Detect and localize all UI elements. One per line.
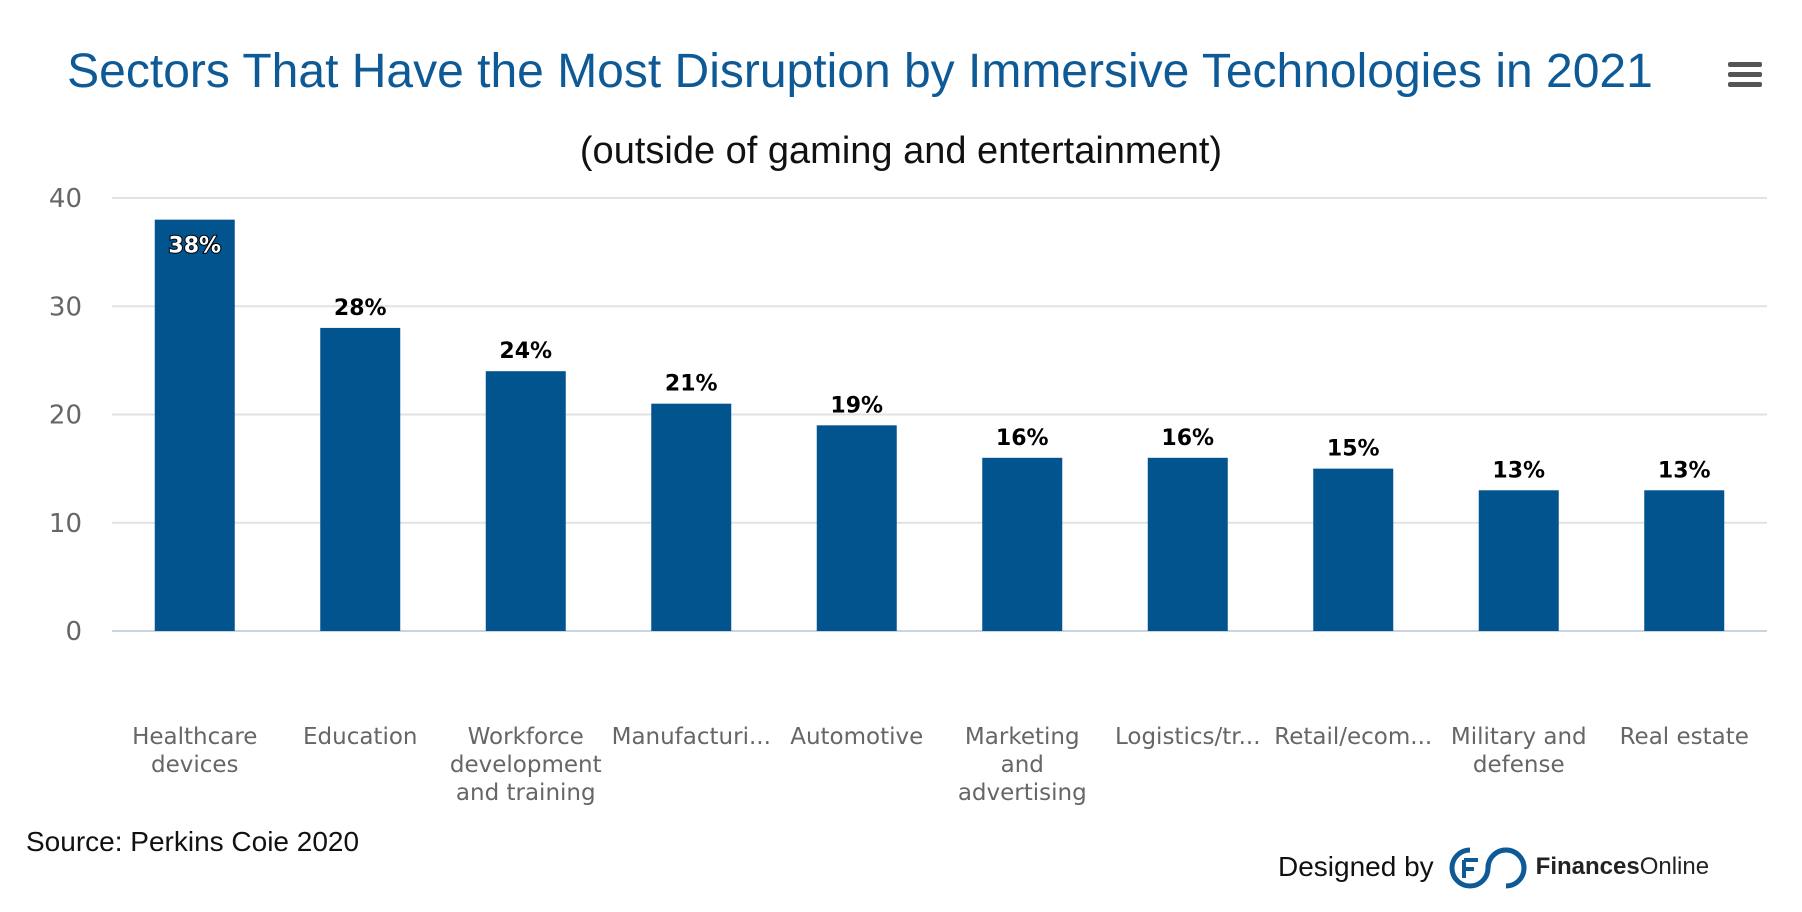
data-label: 13% <box>1658 458 1711 483</box>
bar <box>485 371 566 631</box>
bar <box>651 403 732 631</box>
x-category-label: Automotive <box>790 724 923 750</box>
hamburger-menu-icon[interactable] <box>1728 62 1762 90</box>
bar <box>982 457 1063 631</box>
bar <box>1313 468 1394 631</box>
x-category-label: Real estate <box>1620 724 1749 750</box>
brand-name: FinancesOnline <box>1535 853 1710 880</box>
designer-credit: Designed by FinancesOnline <box>1278 844 1709 890</box>
x-category-label: advertising <box>958 780 1087 806</box>
x-category-label: Marketing <box>965 724 1080 750</box>
bar <box>1644 490 1725 631</box>
y-tick-label: 20 <box>49 401 82 431</box>
x-category-label: Manufacturi... <box>612 724 771 750</box>
data-label: 16% <box>996 426 1049 451</box>
data-label: 19% <box>830 393 883 418</box>
bar <box>1147 457 1228 631</box>
bar <box>1478 490 1559 631</box>
x-category-label: devices <box>151 752 239 778</box>
y-tick-label: 0 <box>65 617 82 647</box>
x-category-label: defense <box>1473 752 1565 778</box>
x-category-label: and <box>1001 752 1044 778</box>
data-label: 15% <box>1327 437 1380 462</box>
x-category-label: development <box>450 752 602 778</box>
x-category-label: Retail/ecom... <box>1274 724 1432 750</box>
bar <box>154 219 235 631</box>
bar <box>816 425 897 631</box>
y-tick-label: 30 <box>49 292 82 322</box>
financesonline-logo-icon <box>1449 847 1527 889</box>
y-tick-label: 10 <box>49 509 82 539</box>
bar <box>320 327 401 631</box>
data-label: 13% <box>1492 458 1545 483</box>
chart-title: Sectors That Have the Most Disruption by… <box>67 45 1653 98</box>
chart-subtitle: (outside of gaming and entertainment) <box>579 130 1223 172</box>
y-tick-label: 40 <box>49 184 82 214</box>
x-category-label: and training <box>456 780 596 806</box>
source-note: Source: Perkins Coie 2020 <box>26 826 360 857</box>
x-category-label: Logistics/tr... <box>1115 724 1261 750</box>
x-category-label: Healthcare <box>132 724 257 750</box>
data-label: 38% <box>168 234 221 259</box>
data-label: 24% <box>499 339 552 364</box>
designed-by-label: Designed by <box>1278 851 1434 882</box>
x-category-label: Education <box>303 724 418 750</box>
x-category-label: Workforce <box>468 724 584 750</box>
data-label: 28% <box>334 296 387 321</box>
data-label: 21% <box>665 372 718 397</box>
data-label: 16% <box>1161 426 1214 451</box>
x-category-label: Military and <box>1451 724 1587 750</box>
